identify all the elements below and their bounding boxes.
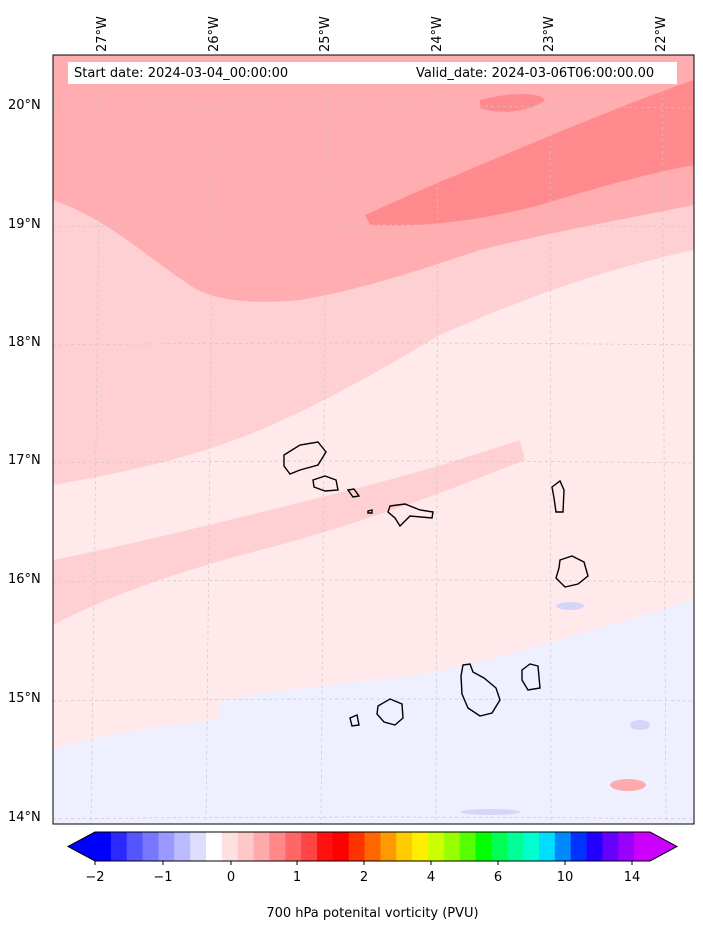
lon-label-24w: 24°W — [430, 16, 445, 52]
colorbar-extend-min-arrow — [68, 832, 95, 861]
lon-label-27w: 27°W — [95, 16, 110, 52]
colorbar-segment — [174, 832, 191, 861]
lat-label-19n: 19°N — [8, 217, 41, 232]
pv-high-positive-area — [365, 80, 694, 226]
colorbar-segment — [301, 832, 318, 861]
pv-weak-negative-area — [53, 600, 694, 824]
island-brava — [349, 714, 360, 727]
colorbar-segment — [539, 832, 556, 861]
colorbar-segment — [237, 832, 255, 861]
graticule — [53, 55, 694, 824]
colorbar-segment — [396, 832, 413, 861]
colorbar-tick-label: 6 — [493, 870, 503, 885]
island-sao-vicente — [312, 475, 339, 492]
colorbar-segment — [634, 832, 651, 861]
colorbar-segment — [190, 832, 207, 861]
start-date-label: Start date: 2024-03-04_00:00:00 — [74, 66, 289, 81]
colorbar-tick-label: 1 — [292, 870, 302, 885]
colorbar-segment — [317, 832, 334, 861]
colorbar-tick-label: 2 — [359, 870, 369, 885]
colorbar-segment — [443, 832, 461, 861]
colorbar-segment — [570, 832, 588, 861]
colorbar-segment — [206, 832, 223, 861]
island-fogo — [376, 698, 404, 726]
lat-label-14n: 14°N — [8, 810, 41, 825]
colorbar-tick-label: 4 — [426, 870, 436, 885]
colorbar-segment — [110, 832, 128, 861]
lon-label-23w: 23°W — [542, 16, 557, 52]
colorbar-segment — [364, 832, 381, 861]
colorbar-title: 700 hPa potenital vorticity (PVU) — [266, 906, 479, 921]
lat-label-18n: 18°N — [8, 335, 41, 350]
colorbar-segment — [348, 832, 366, 861]
colorbar-segment — [602, 832, 619, 861]
colorbar-segment — [95, 832, 112, 861]
colorbar-segment — [618, 832, 635, 861]
colorbar-segment — [332, 832, 350, 861]
island-maio — [521, 663, 541, 691]
colorbar-tick-label: −2 — [85, 870, 105, 885]
island-santo-antao — [283, 441, 327, 475]
colorbar-tick-label: −1 — [153, 870, 173, 885]
colorbar — [66, 831, 679, 865]
island-sal — [551, 479, 565, 513]
colorbar-tick-label: 10 — [556, 870, 574, 885]
colorbar-segment — [554, 832, 572, 861]
colorbar-segment — [428, 832, 445, 861]
islet-raso — [367, 509, 373, 514]
colorbar-segment — [491, 832, 508, 861]
colorbar-segment — [380, 832, 397, 861]
colorbar-segment — [126, 832, 144, 861]
lon-label-25w: 25°W — [318, 16, 333, 52]
colorbar-extend-max-arrow — [650, 832, 677, 861]
colorbar-tick-label: 14 — [623, 870, 641, 885]
island-santiago — [460, 663, 501, 717]
colorbar-segment — [507, 832, 524, 861]
colorbar-segment — [475, 832, 492, 861]
colorbar-segment — [459, 832, 477, 861]
map-frame — [52, 54, 695, 825]
colorbar-segment — [412, 832, 429, 861]
colorbar-segment — [269, 832, 286, 861]
lat-label-20n: 20°N — [8, 98, 41, 113]
colorbar-segment — [221, 832, 239, 861]
colorbar-segment — [285, 832, 302, 861]
colorbar-segment — [142, 832, 159, 861]
colorbar-segment — [158, 832, 175, 861]
coastlines — [283, 441, 589, 727]
island-sao-nicolau — [387, 503, 434, 528]
date-header-box — [68, 62, 677, 84]
lat-label-16n: 16°N — [8, 572, 41, 587]
island-santa-luzia — [346, 488, 361, 498]
colorbar-tick-label: 0 — [226, 870, 236, 885]
lon-label-26w: 26°W — [207, 16, 222, 52]
colorbar-segment — [253, 832, 270, 861]
valid-date-label: Valid_date: 2024-03-06T06:00:00.00 — [416, 66, 655, 81]
lat-label-15n: 15°N — [8, 691, 41, 706]
colorbar-segment — [586, 832, 603, 861]
island-boa-vista — [555, 555, 589, 588]
lon-label-22w: 22°W — [654, 16, 669, 52]
colorbar-segment — [523, 832, 540, 861]
lat-label-17n: 17°N — [8, 453, 41, 468]
